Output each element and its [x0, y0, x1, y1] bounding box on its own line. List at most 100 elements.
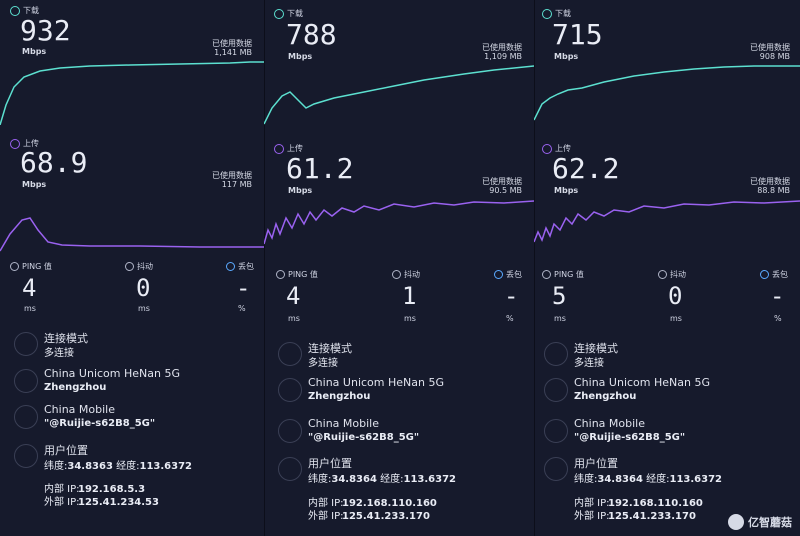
info-icon[interactable]: [226, 262, 235, 271]
loss-unit: %: [774, 314, 782, 323]
info-icon[interactable]: [494, 270, 503, 279]
external-ip: 外部 IP:125.41.233.170: [574, 511, 696, 522]
coordinates: 纬度:34.8364 经度:113.6372: [574, 474, 722, 485]
upload-arrow-icon: [10, 138, 20, 149]
download-speed-value: 932: [20, 14, 71, 47]
upload-unit: Mbps: [288, 186, 313, 195]
download-unit: Mbps: [288, 52, 313, 61]
ping-icon: [276, 270, 285, 279]
jitter-value: 1: [402, 282, 417, 310]
globe-icon: [544, 378, 568, 402]
ping-value: 5: [552, 282, 567, 310]
download-speed-value: 715: [552, 18, 603, 51]
jitter-icon: [125, 262, 134, 271]
internal-ip: 内部 IP:192.168.110.160: [308, 498, 437, 509]
upload-speed-value: 68.9: [20, 146, 88, 179]
download-used-label: 已使用数据: [212, 39, 252, 48]
ping-value: 4: [22, 274, 37, 302]
ping-value: 4: [286, 282, 301, 310]
download-arrow-icon: [274, 8, 284, 19]
loss-label: 丢包: [760, 269, 788, 280]
upload-unit: Mbps: [22, 180, 47, 189]
ping-unit: ms: [288, 314, 300, 323]
user-icon: [14, 444, 38, 468]
download-speed-graph: [534, 65, 800, 121]
upload-used-label: 已使用数据: [750, 177, 790, 186]
external-ip: 外部 IP:125.41.233.170: [308, 511, 430, 522]
external-ip: 外部 IP:125.41.234.53: [44, 497, 159, 508]
upload-used-label: 已使用数据: [482, 177, 522, 186]
download-used-value: 1,109 MB: [484, 52, 522, 61]
upload-used-value: 117 MB: [221, 180, 252, 189]
upload-speed-graph: [534, 200, 800, 243]
download-label: 下载: [542, 8, 571, 19]
jitter-label: 抖动: [392, 269, 420, 280]
loss-value: -: [770, 282, 785, 310]
upload-speed-value: 62.2: [552, 152, 620, 185]
download-label: 下载: [274, 8, 303, 19]
connections-icon: [544, 342, 568, 366]
wifi-icon: [278, 419, 302, 443]
jitter-unit: ms: [670, 314, 682, 323]
upload-speed-graph: [0, 217, 264, 252]
user-icon: [278, 457, 302, 481]
download-speed-graph: [0, 61, 264, 125]
jitter-icon: [658, 270, 667, 279]
download-unit: Mbps: [22, 47, 47, 56]
upload-speed-graph: [264, 200, 534, 245]
speed-panel-1: 下载 932 Mbps 已使用数据 1,141 MB 上传 68.9 Mbps …: [0, 0, 264, 536]
download-unit: Mbps: [554, 52, 579, 61]
jitter-label: 抖动: [125, 261, 153, 272]
info-icon[interactable]: [760, 270, 769, 279]
download-used-value: 1,141 MB: [214, 48, 252, 57]
loss-label: 丢包: [494, 269, 522, 280]
globe-icon: [278, 378, 302, 402]
upload-arrow-icon: [542, 143, 552, 154]
ping-unit: ms: [554, 314, 566, 323]
upload-arrow-icon: [274, 143, 284, 154]
ping-icon: [10, 262, 19, 271]
download-used-value: 908 MB: [759, 52, 790, 61]
loss-unit: %: [506, 314, 514, 323]
download-speed-value: 788: [286, 18, 337, 51]
download-used-label: 已使用数据: [482, 43, 522, 52]
wifi-icon: [14, 405, 38, 429]
loss-unit: %: [238, 304, 246, 313]
internal-ip: 内部 IP:192.168.5.3: [44, 484, 146, 495]
download-arrow-icon: [542, 8, 552, 19]
watermark: 亿智蘑菇: [728, 514, 792, 530]
loss-value: -: [236, 274, 251, 302]
jitter-unit: ms: [404, 314, 416, 323]
download-speed-graph: [264, 65, 534, 125]
upload-unit: Mbps: [554, 186, 579, 195]
mushroom-logo-icon: [728, 514, 744, 530]
jitter-unit: ms: [138, 304, 150, 313]
upload-label: 上传: [10, 138, 39, 149]
ping-unit: ms: [24, 304, 36, 313]
coordinates: 纬度:34.8363 经度:113.6372: [44, 461, 192, 472]
loss-value: -: [504, 282, 519, 310]
jitter-value: 0: [668, 282, 683, 310]
download-arrow-icon: [10, 5, 20, 16]
jitter-value: 0: [136, 274, 151, 302]
upload-label: 上传: [542, 143, 571, 154]
download-used-label: 已使用数据: [750, 43, 790, 52]
ping-label: PING 值: [10, 261, 52, 272]
download-label: 下载: [10, 5, 39, 16]
wifi-icon: [544, 419, 568, 443]
connections-icon: [278, 342, 302, 366]
loss-label: 丢包: [226, 261, 254, 272]
speed-panel-2: 下载 788 Mbps 已使用数据 1,109 MB 上传 61.2 Mbps …: [264, 0, 534, 536]
ping-label: PING 值: [276, 269, 318, 280]
globe-icon: [14, 369, 38, 393]
ping-icon: [542, 270, 551, 279]
jitter-label: 抖动: [658, 269, 686, 280]
coordinates: 纬度:34.8364 经度:113.6372: [308, 474, 456, 485]
connections-icon: [14, 332, 38, 356]
upload-used-value: 90.5 MB: [489, 186, 522, 195]
upload-used-value: 88.8 MB: [757, 186, 790, 195]
jitter-icon: [392, 270, 401, 279]
ping-label: PING 值: [542, 269, 584, 280]
internal-ip: 内部 IP:192.168.110.160: [574, 498, 703, 509]
user-icon: [544, 457, 568, 481]
